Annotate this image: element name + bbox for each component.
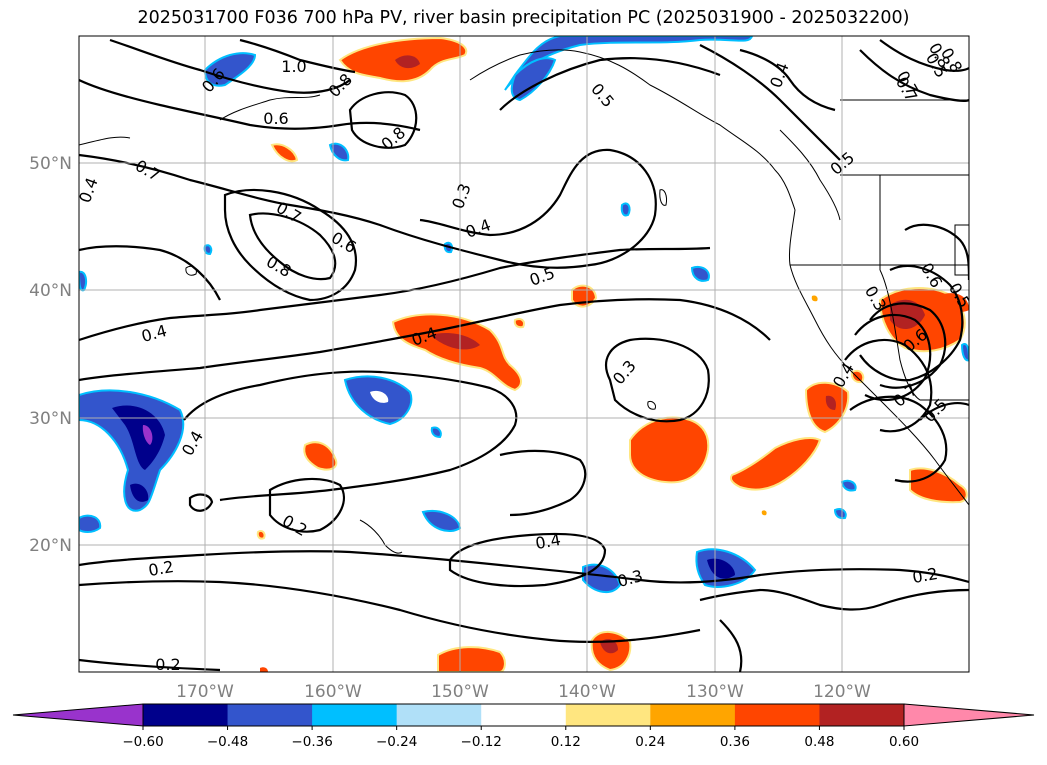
positive-precip-areas <box>256 36 969 672</box>
lat-label-50n: 50°N <box>29 154 72 174</box>
lat-label-40n: 40°N <box>29 281 72 301</box>
lon-label-130w: 130°W <box>686 682 744 702</box>
map-panel: 1.00.50.60.80.40.80.30.70.70.60.80.40.50… <box>79 36 969 674</box>
colorbar-swatch <box>481 704 567 726</box>
lat-label-20n: 20°N <box>29 536 72 556</box>
colorbar-swatch <box>565 704 651 726</box>
colorbar-tick-label: 0.12 <box>551 734 581 750</box>
contour-label: 0.4 <box>534 530 562 553</box>
colorbar-tick-label: 0.60 <box>889 734 919 750</box>
contour-label: 1.0 <box>281 57 306 76</box>
lon-label-140w: 140°W <box>558 682 616 702</box>
colorbar-tick-label: −0.48 <box>207 734 248 750</box>
map-border <box>78 35 970 673</box>
negative-precip-areas <box>79 36 969 593</box>
colorbar-extend-high <box>903 703 1035 727</box>
colorbar-swatch <box>312 704 398 726</box>
contour-label: 0.6 <box>263 109 288 128</box>
colorbar-swatch <box>143 704 229 726</box>
colorbar: −0.60 −0.48 −0.36 −0.24 −0.12 0.12 0.24 0.36 0.4… <box>12 703 1035 750</box>
colorbar-tick-label: 0.24 <box>635 734 665 750</box>
contour-label: 0.2 <box>147 557 175 580</box>
colorbar-swatch <box>650 704 736 726</box>
colorbar-swatch <box>819 704 905 726</box>
lon-label-160w: 160°W <box>304 682 362 702</box>
colorbar-tick-label: −0.60 <box>122 734 163 750</box>
latitude-labels: 50°N 40°N 30°N 20°N <box>29 154 72 556</box>
colorbar-swatches <box>12 703 1035 727</box>
lon-label-170w: 170°W <box>176 682 234 702</box>
colorbar-tick-label: −0.36 <box>291 734 332 750</box>
colorbar-tick-label: −0.12 <box>461 734 502 750</box>
colorbar-extend-low <box>12 703 144 727</box>
gridlines <box>79 36 969 672</box>
colorbar-swatch <box>734 704 820 726</box>
map-title: 2025031700 F036 700 hPa PV, river basin … <box>137 8 910 28</box>
colorbar-swatch <box>396 704 482 726</box>
lon-label-150w: 150°W <box>431 682 489 702</box>
pv-contours <box>79 38 969 672</box>
contour-label: 0.2 <box>155 655 180 674</box>
colorbar-ticks: −0.60 −0.48 −0.36 −0.24 −0.12 0.12 0.24 0.36 0.4… <box>122 726 919 750</box>
longitude-labels: 170°W 160°W 150°W 140°W 130°W 120°W <box>176 682 871 702</box>
lat-label-30n: 30°N <box>29 409 72 429</box>
colorbar-tick-label: 0.36 <box>720 734 750 750</box>
colorbar-tick-label: 0.48 <box>804 734 834 750</box>
colorbar-tick-label: −0.24 <box>376 734 417 750</box>
coastlines <box>79 49 969 554</box>
contour-label: 0.2 <box>911 564 939 587</box>
colorbar-swatch <box>227 704 313 726</box>
lon-label-120w: 120°W <box>813 682 871 702</box>
